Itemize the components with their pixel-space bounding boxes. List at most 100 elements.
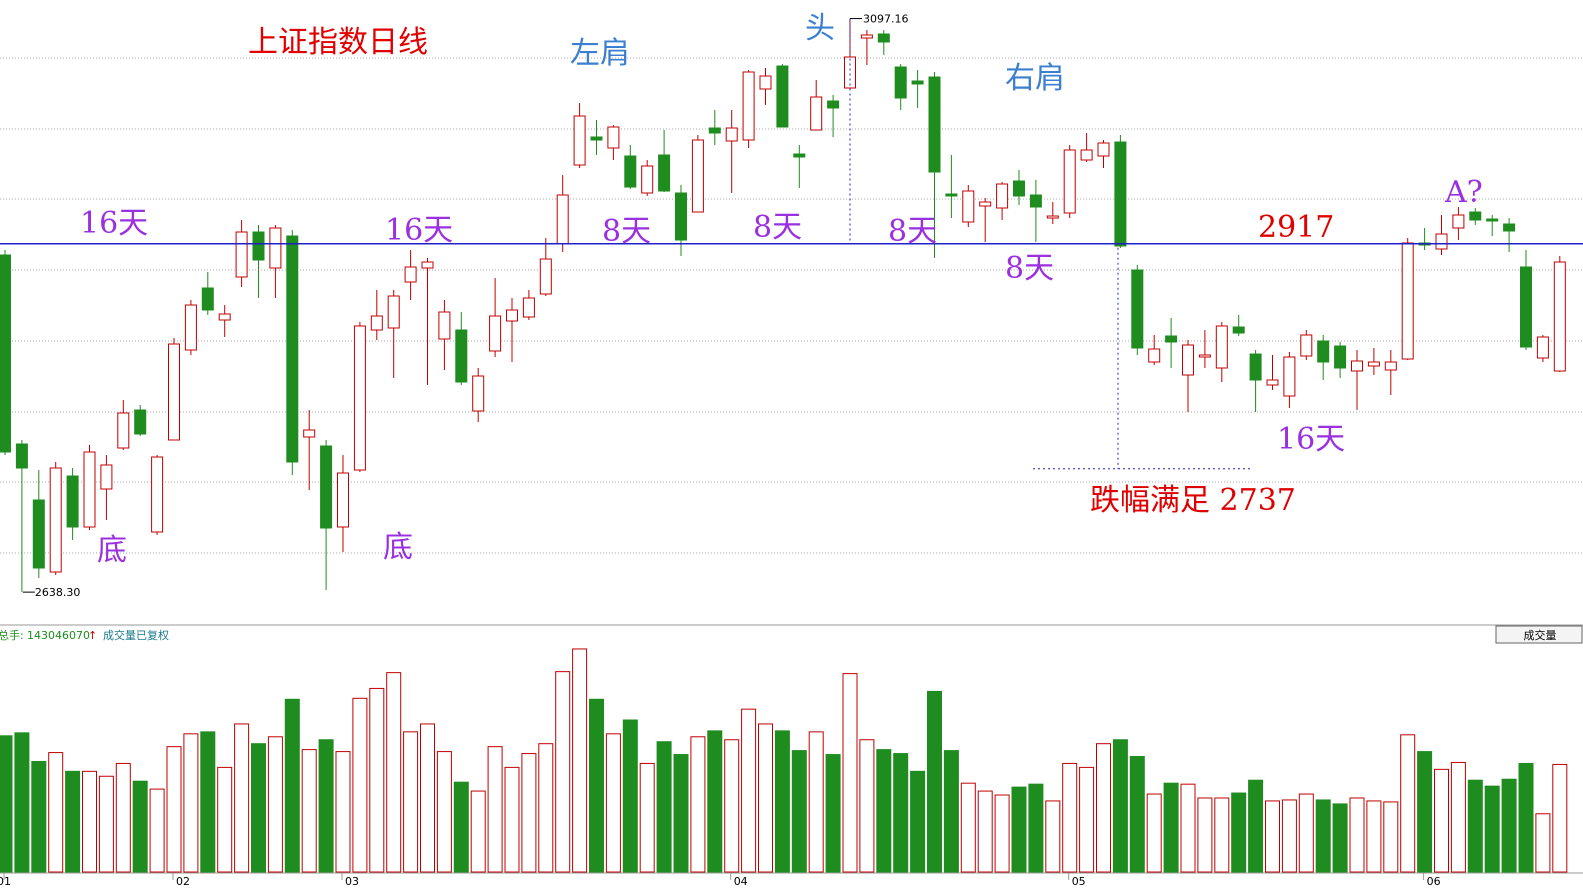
x-tick-label: 05 [1072, 875, 1086, 888]
volume-bar [369, 687, 385, 873]
volume-bar [943, 750, 959, 873]
volume-bar [1434, 768, 1449, 873]
candle-body [675, 192, 687, 241]
candle-body [1401, 242, 1414, 360]
candle-body [1452, 214, 1465, 229]
candle-body [1148, 348, 1161, 363]
volume-bar [251, 743, 266, 873]
x-tick-label: 02 [176, 875, 190, 888]
volume-bar [859, 739, 875, 873]
volume-bar [318, 739, 334, 873]
volume-bar [1011, 786, 1027, 873]
volume-bar [724, 739, 740, 873]
volume-bar [1484, 785, 1500, 873]
volume-bar [1349, 797, 1365, 873]
candle-body [911, 80, 924, 85]
candle-body [894, 66, 907, 99]
volume-bar [758, 723, 773, 873]
candle-body [844, 56, 856, 89]
candle-body [506, 309, 518, 322]
volume-bar [48, 752, 64, 873]
candle-body [1215, 325, 1228, 369]
annotation: 右肩 [1005, 61, 1065, 96]
candle-body [421, 261, 434, 269]
volume-bar [1079, 766, 1095, 873]
candle-body [353, 325, 366, 471]
candle-body [252, 231, 265, 261]
candle-body [641, 165, 654, 194]
volume-bar [589, 698, 604, 873]
candle-body [0, 254, 11, 453]
volume-bar [1112, 739, 1128, 873]
candle-body [827, 100, 840, 109]
candle-body [1283, 356, 1296, 397]
volume-bar [1163, 782, 1179, 873]
annotation: 8天 [1005, 251, 1054, 286]
volume-bar [1450, 761, 1466, 873]
candle-body [404, 266, 417, 283]
candle-body [1266, 379, 1279, 386]
candle-body [1553, 261, 1566, 372]
volume-bar [555, 671, 571, 873]
level-label: 2917 [1258, 210, 1334, 245]
candle-body [1131, 269, 1144, 349]
volume-bar [98, 775, 114, 873]
volume-bar [504, 766, 520, 873]
volume-bar [65, 770, 81, 873]
candle-body [1046, 215, 1059, 219]
volume-bar [639, 762, 655, 873]
volume-bar [386, 672, 402, 873]
volume-bar [82, 770, 97, 873]
volume-bar [149, 788, 165, 873]
volume-bar [284, 698, 300, 873]
candle-body [1198, 354, 1211, 358]
volume-button-label[interactable]: 成交量 [1524, 628, 1557, 642]
candle-body [455, 329, 468, 383]
candle-body [32, 499, 45, 569]
volume-bar [707, 730, 723, 873]
candle-body [66, 475, 79, 528]
candle-body [1097, 142, 1110, 157]
candle-body [269, 227, 282, 269]
candle-body [556, 194, 569, 245]
volume-bar [1265, 800, 1280, 873]
candle-body [117, 412, 130, 449]
candle-body [1232, 326, 1245, 334]
high-marker-label: 3097.16 [863, 13, 909, 26]
volume-note: 成交量已复权 [103, 628, 169, 642]
candle-body [1317, 340, 1330, 363]
candle-body [1469, 211, 1482, 221]
candle-body [793, 153, 806, 158]
candle-body [1080, 149, 1093, 161]
volume-bar [538, 743, 554, 873]
annotation: 左肩 [570, 36, 630, 71]
volume-bar [420, 723, 435, 873]
candle-body [1249, 353, 1262, 381]
candle-body [303, 429, 316, 438]
volume-bar [927, 690, 942, 873]
volume-bar [200, 731, 216, 873]
candle-body [218, 313, 231, 321]
annotation: 底 [97, 533, 127, 568]
volume-bar [1518, 762, 1534, 873]
candle-body [1300, 334, 1313, 357]
x-tick-label: 04 [734, 875, 748, 888]
candle-body [1503, 223, 1516, 232]
volume-bar [1298, 793, 1314, 873]
annotation: 8天 [888, 214, 937, 249]
volume-bar [673, 754, 689, 873]
volume-bar [132, 780, 148, 873]
candle-body [337, 472, 349, 528]
volume-bar [1214, 797, 1230, 873]
volume-bar [791, 750, 807, 873]
target-label: 跌幅满足 2737 [1090, 483, 1296, 518]
candle-body [1114, 141, 1127, 247]
volume-bar [825, 754, 841, 873]
candle-body [100, 464, 113, 490]
volume-bar [1231, 792, 1247, 873]
candle-body [522, 297, 535, 318]
low-marker-label: 2638.30 [35, 586, 81, 599]
volume-button[interactable] [1495, 625, 1583, 644]
candle-body [370, 315, 383, 331]
